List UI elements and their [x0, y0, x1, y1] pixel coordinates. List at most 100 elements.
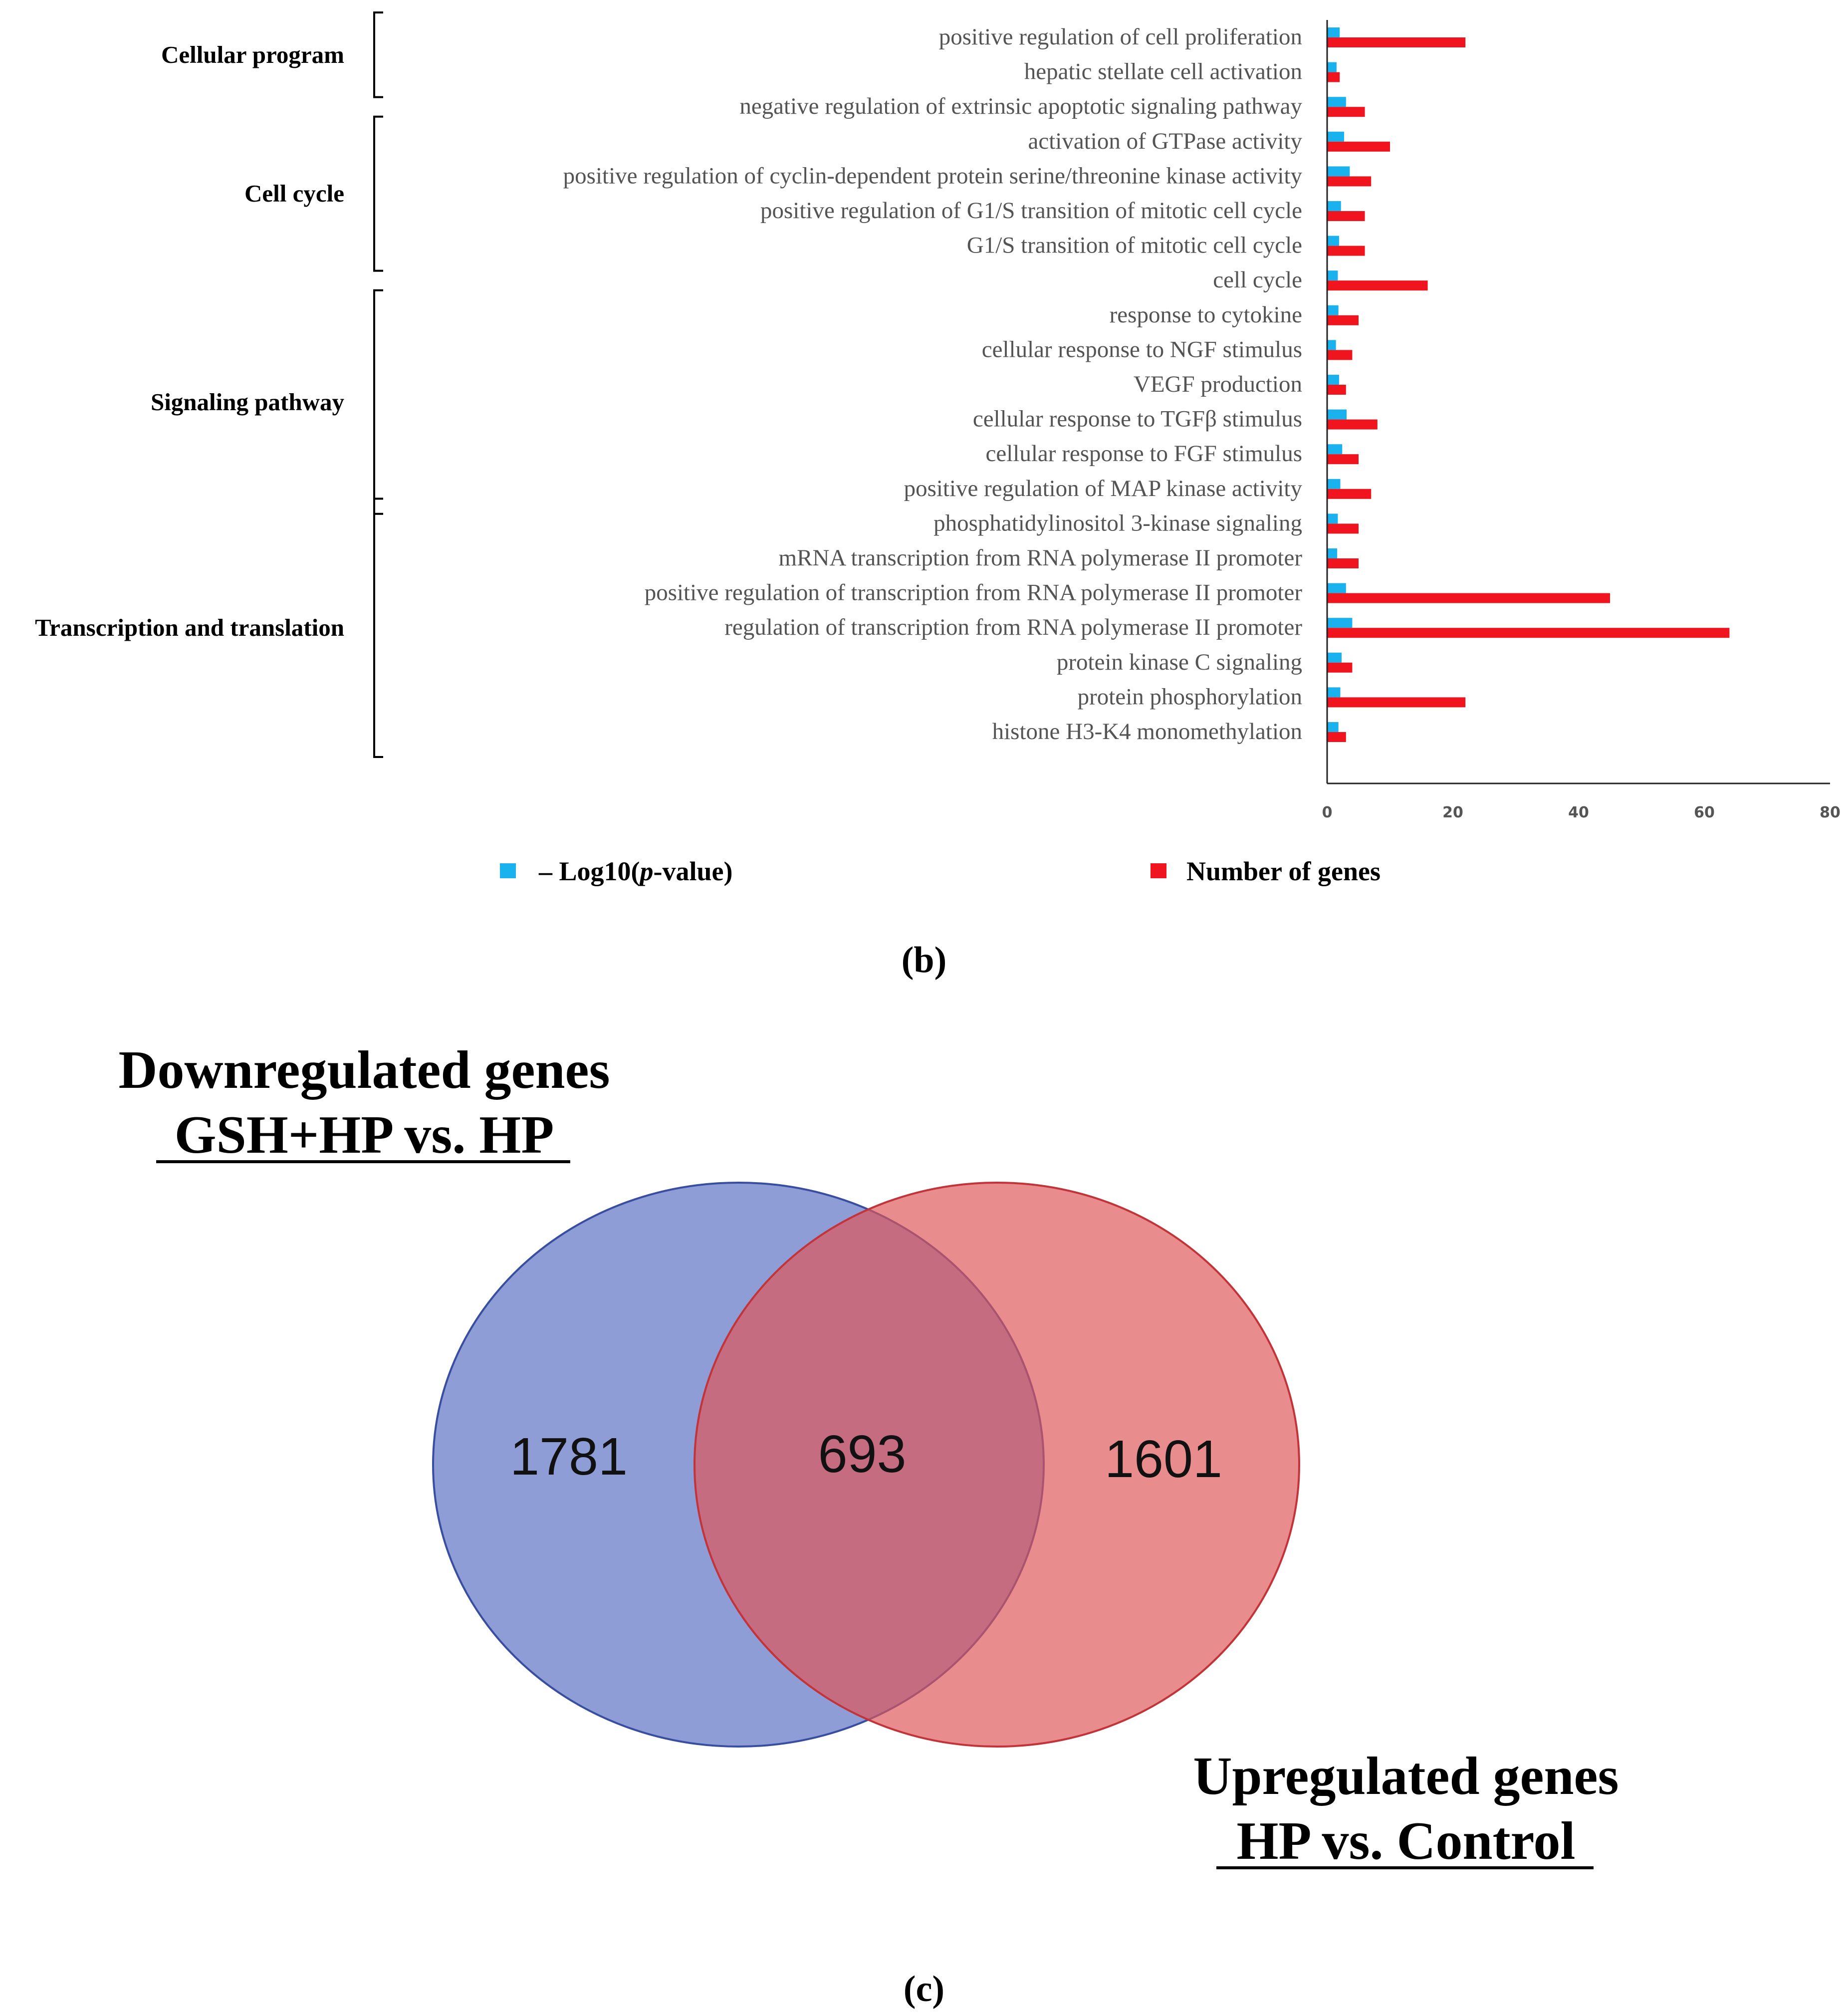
term-label: mRNA transcription from RNA polymerase I…: [779, 545, 1303, 571]
term-label: histone H3-K4 monomethylation: [992, 719, 1302, 745]
term-label: G1/S transition of mitotic cell cycle: [967, 233, 1302, 258]
venn-right-subtitle: HP vs. Control: [1236, 1811, 1575, 1871]
x-tick-labels: 0 20 40 60 80: [1322, 804, 1841, 821]
legend-swatch-genes: [1151, 863, 1166, 878]
bar-genes: [1327, 558, 1359, 568]
bar-genes: [1327, 176, 1372, 187]
venn-right-title: Upregulated genes: [1193, 1747, 1619, 1806]
group-label: Cellular program: [161, 41, 344, 68]
bar-pvalue: [1327, 687, 1341, 698]
term-label: positive regulation of transcription fro…: [645, 580, 1303, 606]
bar-genes: [1327, 593, 1610, 603]
term-label: positive regulation of G1/S transition o…: [760, 198, 1302, 224]
bar-genes: [1327, 454, 1359, 465]
bar-genes: [1327, 280, 1428, 291]
chart-axes: [1326, 20, 1830, 784]
bar-genes: [1327, 419, 1378, 430]
bar-pvalue: [1327, 375, 1339, 385]
term-label: positive regulation of cyclin-dependent …: [563, 163, 1303, 189]
bar-genes: [1327, 315, 1359, 325]
x-tick-label: 60: [1694, 804, 1715, 821]
panel-label-c: (c): [904, 1969, 944, 2010]
bar-pvalue: [1327, 444, 1343, 455]
bar-genes: [1327, 697, 1466, 708]
venn-left-title: Downregulated genes: [119, 1040, 610, 1100]
bar-pvalue: [1327, 409, 1347, 420]
bar-genes: [1327, 246, 1365, 256]
term-label: positive regulation of MAP kinase activi…: [904, 476, 1303, 502]
go-bar-chart: Cellular program Cell cycle Signaling path…: [35, 11, 1841, 981]
bar-pvalue: [1327, 305, 1339, 315]
term-label: negative regulation of extrinsic apoptot…: [739, 93, 1302, 119]
legend-swatch-pvalue: [500, 863, 516, 878]
venn-right-only-count: 1601: [1105, 1430, 1222, 1489]
venn-intersection-count: 693: [818, 1425, 907, 1484]
bar-pvalue: [1327, 652, 1342, 663]
legend-pvalue-prefix: – Log10(: [538, 856, 640, 886]
bar-pvalue: [1327, 340, 1336, 350]
term-label: hepatic stellate cell activation: [1024, 59, 1302, 85]
x-tick-label: 20: [1442, 804, 1463, 821]
term-label: positive regulation of cell proliferatio…: [939, 24, 1302, 50]
x-tick-label: 80: [1820, 804, 1841, 821]
bar-pvalue: [1327, 97, 1346, 107]
bar-genes: [1327, 489, 1372, 499]
term-label: response to cytokine: [1110, 302, 1302, 328]
term-label: activation of GTPase activity: [1028, 128, 1303, 154]
venn-circle-right: [693, 1182, 1300, 1748]
group-bracket: [373, 498, 383, 758]
venn-diagram: Downregulated genes GSH+HP vs. HP 1781 6…: [119, 1040, 1619, 2010]
panel-label-b: (b): [902, 940, 946, 981]
bar-genes: [1327, 385, 1346, 395]
bar-pvalue: [1327, 131, 1345, 142]
term-label: cell cycle: [1213, 267, 1302, 293]
bar-pvalue: [1327, 548, 1338, 558]
bar-pvalue: [1327, 201, 1341, 211]
bar-genes: [1327, 523, 1359, 534]
bar-pvalue: [1327, 270, 1338, 281]
bar-genes: [1327, 72, 1340, 82]
group-labels: Cellular program Cell cycle Signaling path…: [35, 41, 344, 641]
bars: [1327, 27, 1730, 742]
term-label: phosphatidylinositol 3-kinase signaling: [933, 510, 1302, 536]
group-label: Transcription and translation: [35, 614, 344, 641]
bar-genes: [1327, 211, 1365, 221]
bar-pvalue: [1327, 166, 1350, 177]
bar-pvalue: [1327, 722, 1339, 732]
legend-pvalue-italic: p: [638, 856, 654, 886]
legend-label-pvalue: – Log10(p-value): [538, 856, 732, 886]
bar-pvalue: [1327, 479, 1341, 489]
bar-genes: [1327, 141, 1390, 152]
x-tick-label: 40: [1568, 804, 1589, 821]
term-label: protein kinase C signaling: [1057, 649, 1302, 675]
x-tick-label: 0: [1322, 804, 1333, 821]
bar-genes: [1327, 107, 1365, 117]
bar-pvalue: [1327, 27, 1340, 37]
group-bracket: [373, 289, 383, 515]
legend-label-genes: Number of genes: [1186, 856, 1381, 886]
group-brackets: [373, 11, 383, 758]
bar-pvalue: [1327, 513, 1338, 524]
term-label: cellular response to TGFβ stimulus: [973, 406, 1302, 432]
bar-pvalue: [1327, 236, 1339, 246]
term-label: cellular response to NGF stimulus: [982, 336, 1302, 362]
group-bracket: [373, 11, 383, 98]
group-bracket: [373, 115, 383, 272]
bar-genes: [1327, 732, 1346, 742]
bar-genes: [1327, 628, 1730, 638]
bar-genes: [1327, 37, 1466, 47]
group-label: Cell cycle: [244, 180, 344, 207]
term-label: regulation of transcription from RNA pol…: [724, 614, 1302, 640]
term-labels: positive regulation of cell proliferatio…: [563, 24, 1303, 745]
venn-left-only-count: 1781: [510, 1427, 628, 1486]
group-label: Signaling pathway: [151, 388, 345, 416]
term-label: protein phosphorylation: [1078, 684, 1302, 710]
venn-left-subtitle: GSH+HP vs. HP: [175, 1105, 554, 1165]
legend-pvalue-suffix: -value): [654, 856, 733, 886]
bar-genes: [1327, 350, 1353, 360]
term-label: cellular response to FGF stimulus: [986, 441, 1302, 467]
bar-genes: [1327, 662, 1353, 673]
bar-pvalue: [1327, 62, 1337, 72]
